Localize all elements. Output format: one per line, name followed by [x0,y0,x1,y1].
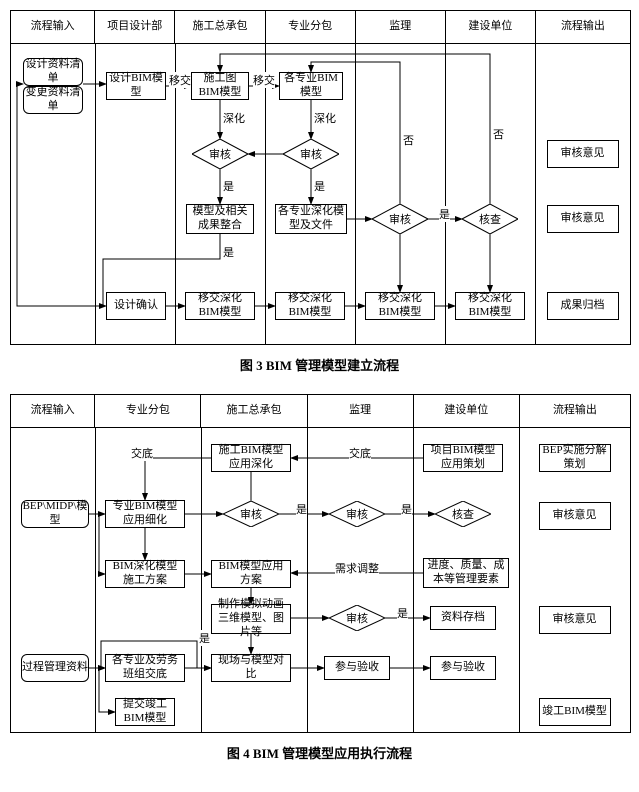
edge-label: 交底 [349,445,371,461]
column-header: 监理 [356,11,446,43]
edge-label: 移交 [253,72,275,88]
edge-label: 深化 [314,110,336,126]
flow-arrow [17,84,103,306]
decision-label: 核查 [435,501,491,527]
flow-output: 审核意见 [539,606,611,634]
flow-process: 施工图BIM模型 [191,72,249,100]
diagram-1: 流程输入项目设计部施工总承包专业分包监理建设单位流程输出设计资料清单变更资料清单… [10,10,631,345]
edge-label: 是 [314,178,325,194]
decision-label: 审核 [329,605,385,631]
flow-decision: 审核 [372,204,428,234]
flow-process: 资料存档 [430,606,496,630]
flow-process: 移交深化BIM模型 [365,292,435,320]
decision-label: 审核 [372,204,428,234]
flow-decision: 审核 [223,501,279,527]
column-header: 建设单位 [414,395,520,427]
flow-input: 变更资料清单 [23,86,83,114]
edge-label: 是 [223,244,234,260]
edge-label: 否 [403,132,414,148]
flow-process: BIM深化模型施工方案 [105,560,185,588]
lanes: 设计资料清单变更资料清单设计BIM模型施工图BIM模型 各专业BIM模型模型及相关… [11,44,630,344]
flow-decision: 审核 [192,139,248,169]
edge-label: 是 [223,178,234,194]
flow-process: 设计BIM模型 [106,72,166,100]
flow-input: BEP\MIDP\模型 [21,500,89,528]
flow-process: 项目BIM模型应用策划 [423,444,503,472]
flow-output: 成果归档 [547,292,619,320]
column-header: 监理 [308,395,414,427]
flow-output: 审核意见 [539,502,611,530]
column-header: 专业分包 [95,395,201,427]
flow-process: 模型及相关成果整合 [186,204,254,234]
column-headers: 流程输入专业分包施工总承包监理建设单位流程输出 [11,395,630,428]
flow-process: 施工BIM模型应用深化 [211,444,291,472]
flow-process: 提交竣工BIM模型 [115,698,175,726]
column-header: 建设单位 [446,11,536,43]
decision-label: 审核 [192,139,248,169]
flow-decision: 核查 [435,501,491,527]
edge-label: 交底 [131,445,153,461]
column-header: 施工总承包 [175,11,265,43]
decision-label: 审核 [223,501,279,527]
diagram-2-caption: 图 4 BIM 管理模型应用执行流程 [10,743,629,762]
flow-input: 过程管理资料 [21,654,89,682]
flow-decision: 审核 [283,139,339,169]
diagram-2: 流程输入专业分包施工总承包监理建设单位流程输出BEP\MIDP\模型过程管理资料… [10,394,631,733]
column-header: 专业分包 [266,11,356,43]
column-header: 流程输出 [520,395,630,427]
flow-process: 进度、质量、成本等管理要素 [423,558,509,588]
column-headers: 流程输入项目设计部施工总承包专业分包监理建设单位流程输出 [11,11,630,44]
flow-process: 现场与模型对比 [211,654,291,682]
flow-process: 参与验收 [324,656,390,680]
flow-process: 制作模拟动画三维模型、图片等 [211,604,291,634]
flow-output: 审核意见 [547,205,619,233]
flow-process: 移交深化BIM模型 [185,292,255,320]
flow-arrow [145,458,211,500]
edge-label: 否 [493,126,504,142]
flow-input: 设计资料清单 [23,58,83,86]
flow-process: 移交深化BIM模型 [455,292,525,320]
flow-process: 设计确认 [106,292,166,320]
column-header: 流程输入 [11,11,95,43]
column-header: 施工总承包 [201,395,307,427]
edge-label: 是 [199,630,210,646]
flow-process: 各专业深化模型及文件 [275,204,347,234]
column-header: 流程输入 [11,395,95,427]
edge-label: 是 [397,605,408,621]
diagram-1-caption: 图 3 BIM 管理模型建立流程 [10,355,629,374]
flow-output: 审核意见 [547,140,619,168]
decision-label: 核查 [462,204,518,234]
flow-decision: 审核 [329,501,385,527]
flow-output: 竣工BIM模型 [539,698,611,726]
flow-process: 参与验收 [430,656,496,680]
edge-label: 是 [401,501,412,517]
edge-label: 深化 [223,110,245,126]
edge-label: 移交 [169,72,191,88]
flow-process: 各专业及劳务班组交底 [105,654,185,682]
lanes: BEP\MIDP\模型过程管理资料 施工BIM模型应用深化 项目BIM模型应用策划专… [11,428,630,732]
column-header: 项目设计部 [95,11,175,43]
flow-process: BIM模型应用方案 [211,560,291,588]
flow-process: 专业BIM模型应用细化 [105,500,185,528]
column-header: 流程输出 [536,11,630,43]
flow-decision: 审核 [329,605,385,631]
edge-label: 需求调整 [335,560,379,576]
flow-process: 各专业BIM模型 [279,72,343,100]
decision-label: 审核 [329,501,385,527]
decision-label: 审核 [283,139,339,169]
flow-output: BEP实施分解策划 [539,444,611,472]
flow-decision: 核查 [462,204,518,234]
edge-label: 是 [296,501,307,517]
edge-label: 是 [439,206,450,222]
arrows-layer [11,428,630,732]
flow-process: 移交深化BIM模型 [275,292,345,320]
